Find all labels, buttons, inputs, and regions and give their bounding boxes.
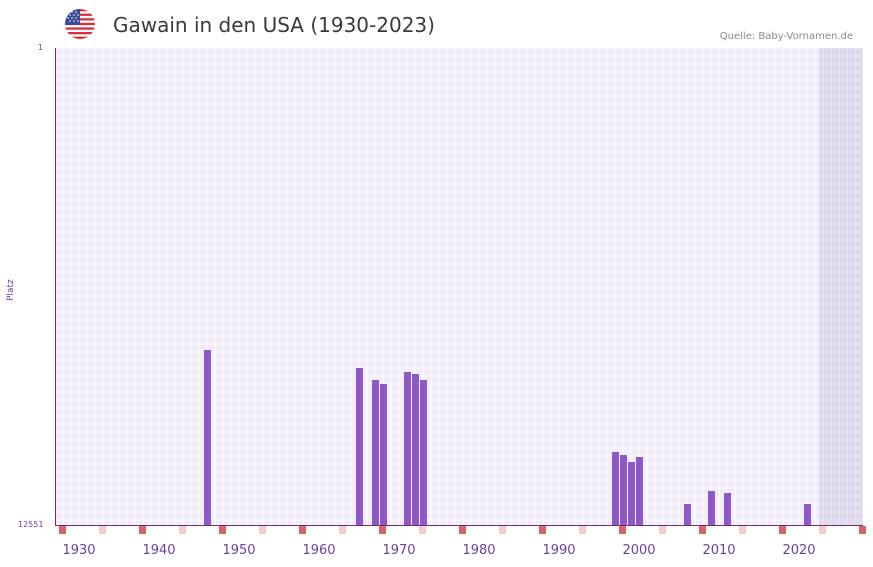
bar-1973[interactable] bbox=[419, 380, 427, 525]
x-axis-label: 1970 bbox=[382, 543, 416, 558]
grid-lines bbox=[55, 48, 863, 525]
minor-tick bbox=[419, 526, 426, 534]
bar-1971[interactable] bbox=[403, 372, 411, 525]
x-axis-label: 1980 bbox=[462, 543, 496, 558]
bar-2006[interactable] bbox=[683, 503, 691, 525]
bar-1967[interactable] bbox=[371, 380, 379, 525]
bar-2009[interactable] bbox=[707, 490, 715, 525]
major-tick bbox=[139, 526, 146, 534]
minor-tick bbox=[339, 526, 346, 534]
y-axis-line bbox=[55, 48, 56, 525]
y-axis-title: Platz bbox=[6, 279, 16, 301]
x-axis-label: 1950 bbox=[222, 543, 256, 558]
minor-tick bbox=[179, 526, 186, 534]
major-tick bbox=[699, 526, 706, 534]
major-tick bbox=[59, 526, 66, 534]
x-axis-label: 2010 bbox=[702, 543, 736, 558]
minor-tick bbox=[659, 526, 666, 534]
major-tick bbox=[539, 526, 546, 534]
x-axis-label: 2000 bbox=[622, 543, 656, 558]
bar-1997[interactable] bbox=[611, 452, 619, 525]
bar-1998[interactable] bbox=[619, 455, 627, 525]
major-tick bbox=[379, 526, 386, 534]
x-axis-label: 1940 bbox=[142, 543, 176, 558]
future-shaded-region bbox=[819, 48, 863, 525]
chart-title: Gawain in den USA (1930-2023) bbox=[113, 13, 435, 37]
major-tick bbox=[779, 526, 786, 534]
bar-2021[interactable] bbox=[803, 504, 811, 525]
x-axis-line bbox=[55, 525, 863, 526]
minor-tick bbox=[259, 526, 266, 534]
x-axis-label: 2020 bbox=[782, 543, 816, 558]
minor-tick bbox=[99, 526, 106, 534]
bar-2000[interactable] bbox=[635, 457, 643, 525]
bar-1999[interactable] bbox=[627, 462, 635, 525]
y-axis-bottom-label: 12551 bbox=[18, 520, 44, 529]
major-tick bbox=[299, 526, 306, 534]
major-tick bbox=[619, 526, 626, 534]
major-tick bbox=[459, 526, 466, 534]
bar-1946[interactable] bbox=[203, 350, 211, 525]
bar-1965[interactable] bbox=[355, 367, 363, 525]
us-flag-icon bbox=[65, 9, 95, 39]
major-tick bbox=[859, 526, 866, 534]
x-axis-label: 1960 bbox=[302, 543, 336, 558]
minor-tick bbox=[579, 526, 586, 534]
y-axis-top-label: 1 bbox=[38, 43, 44, 52]
bar-1972[interactable] bbox=[411, 374, 419, 525]
x-axis-label: 1930 bbox=[62, 543, 96, 558]
minor-tick bbox=[819, 526, 826, 534]
plot-area bbox=[55, 48, 863, 525]
bar-1968[interactable] bbox=[379, 383, 387, 525]
source-label: Quelle: Baby-Vornamen.de bbox=[719, 31, 853, 42]
major-tick bbox=[219, 526, 226, 534]
bar-2011[interactable] bbox=[723, 493, 731, 525]
minor-tick bbox=[499, 526, 506, 534]
minor-tick bbox=[739, 526, 746, 534]
x-axis-label: 1990 bbox=[542, 543, 576, 558]
